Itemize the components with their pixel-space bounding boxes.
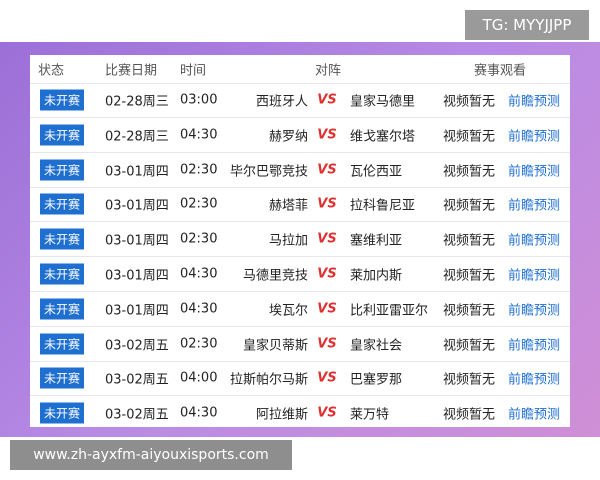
preview-link[interactable]: 前瞻预测 — [508, 233, 561, 249]
match-date: 03-01周四 — [105, 233, 169, 249]
preview-link[interactable]: 前瞻预测 — [508, 407, 561, 423]
match-time: 04:30 — [180, 301, 218, 317]
preview-link[interactable]: 前瞻预测 — [508, 268, 561, 284]
match-date: 03-02周五 — [105, 372, 169, 388]
vs: VS — [317, 301, 337, 317]
preview-link[interactable]: 前瞻预测 — [508, 94, 561, 110]
schedule-table: 状态 比赛日期 时间 对阵 赛事观看未开赛 02-28周三 03:00 西班牙人 VS 皇家马德里… — [30, 55, 570, 427]
separator — [30, 151, 570, 153]
match-date: 03-01周四 — [105, 303, 169, 319]
home-team: 毕尔巴鄂竞技 — [229, 164, 308, 180]
separator — [30, 325, 570, 327]
separator — [30, 117, 570, 118]
away-team: 莱万特 — [350, 407, 390, 423]
match-time: 02:30 — [180, 336, 218, 352]
vs: VS — [317, 405, 337, 421]
home-team: 马拉加 — [268, 233, 308, 249]
video-status: 视频暂无 — [443, 407, 496, 423]
column-header: 对阵 — [314, 63, 342, 79]
match-date: 03-01周四 — [105, 164, 169, 180]
home-team: 阿拉维斯 — [255, 407, 308, 423]
status-badge: 未开赛 — [40, 367, 85, 389]
vs: VS — [317, 196, 337, 212]
preview-link[interactable]: 前瞻预测 — [508, 129, 561, 145]
away-team: 比利亚雷亚尔 — [350, 303, 429, 319]
separator — [30, 221, 570, 223]
home-team: 拉斯帕尔马斯 — [229, 372, 308, 388]
status-badge: 未开赛 — [40, 333, 85, 355]
away-team: 拉科鲁尼亚 — [350, 198, 416, 214]
vs: VS — [317, 370, 337, 386]
separator — [30, 83, 570, 84]
home-team: 皇家贝蒂斯 — [242, 338, 308, 354]
away-team: 皇家马德里 — [350, 94, 416, 110]
watermark: TG: MYYJJPP — [465, 10, 589, 40]
away-team: 维戈塞尔塔 — [350, 129, 416, 145]
home-team: 赫塔菲 — [268, 198, 308, 214]
vs: VS — [317, 336, 337, 352]
vs: VS — [317, 92, 337, 108]
match-date: 03-02周五 — [105, 338, 169, 354]
video-status: 视频暂无 — [443, 338, 496, 354]
match-date: 02-28周三 — [105, 94, 169, 110]
separator — [30, 395, 570, 397]
video-status: 视频暂无 — [443, 94, 496, 110]
separator — [30, 256, 570, 258]
column-header: 比赛日期 — [105, 63, 158, 79]
match-time: 02:30 — [180, 231, 218, 247]
vs: VS — [317, 127, 337, 143]
status-badge: 未开赛 — [40, 159, 85, 181]
home-team: 西班牙人 — [255, 94, 308, 110]
status-badge: 未开赛 — [40, 402, 85, 424]
match-time: 04:30 — [180, 405, 218, 421]
status-badge: 未开赛 — [40, 124, 85, 146]
home-team: 马德里竞技 — [242, 268, 308, 284]
preview-link[interactable]: 前瞻预测 — [508, 372, 561, 388]
preview-link[interactable]: 前瞻预测 — [508, 338, 561, 354]
vs: VS — [317, 162, 337, 178]
away-team: 塞维利亚 — [350, 233, 403, 249]
status-badge: 未开赛 — [40, 263, 85, 285]
video-status: 视频暂无 — [443, 198, 496, 214]
match-time: 03:00 — [180, 92, 218, 108]
preview-link[interactable]: 前瞻预测 — [508, 164, 561, 180]
video-status: 视频暂无 — [443, 233, 496, 249]
match-date: 03-02周五 — [105, 407, 169, 423]
column-header: 时间 — [180, 63, 207, 79]
separator — [30, 360, 570, 362]
preview-link[interactable]: 前瞻预测 — [508, 303, 561, 319]
separator — [30, 291, 570, 292]
video-status: 视频暂无 — [443, 372, 496, 388]
vs: VS — [317, 231, 337, 247]
preview-link[interactable]: 前瞻预测 — [508, 198, 561, 214]
match-time: 04:30 — [180, 266, 218, 282]
video-status: 视频暂无 — [443, 164, 496, 180]
footer-url: www.zh-ayxfm-aiyouxisports.com — [10, 440, 292, 470]
column-header: 赛事观看 — [473, 63, 527, 79]
separator — [30, 186, 570, 188]
match-time: 02:30 — [180, 196, 218, 212]
status-badge: 未开赛 — [40, 228, 85, 250]
match-date: 03-01周四 — [105, 198, 169, 214]
match-time: 04:30 — [180, 127, 218, 143]
video-status: 视频暂无 — [443, 303, 496, 319]
away-team: 巴塞罗那 — [350, 372, 403, 388]
status-badge: 未开赛 — [40, 193, 85, 215]
match-time: 04:00 — [180, 370, 218, 386]
column-header: 状态 — [38, 63, 65, 79]
away-team: 皇家社会 — [350, 338, 403, 354]
match-time: 02:30 — [180, 162, 218, 178]
away-team: 瓦伦西亚 — [350, 164, 403, 180]
away-team: 莱加内斯 — [350, 268, 403, 284]
status-badge: 未开赛 — [40, 298, 85, 320]
status-badge: 未开赛 — [40, 89, 85, 111]
video-status: 视频暂无 — [443, 129, 496, 145]
video-status: 视频暂无 — [443, 268, 496, 284]
match-date: 03-01周四 — [105, 268, 169, 284]
home-team: 赫罗纳 — [268, 129, 308, 145]
vs: VS — [317, 266, 337, 282]
home-team: 埃瓦尔 — [268, 303, 308, 319]
match-date: 02-28周三 — [105, 129, 169, 145]
